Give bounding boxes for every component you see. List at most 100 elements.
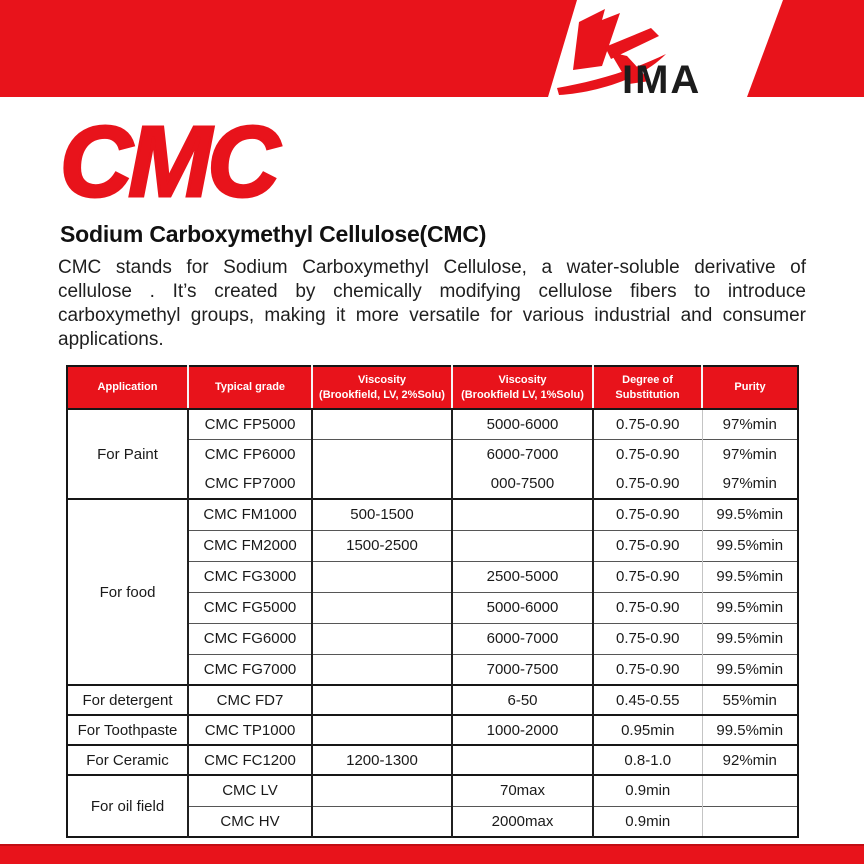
- cell-grade: CMC FP5000: [187, 408, 312, 439]
- cell-viscosity-1pct: 000-7500: [451, 469, 593, 499]
- column-header-purity: Purity: [701, 366, 798, 410]
- cell-grade: CMC LV: [187, 774, 312, 806]
- table-row: CMC FP6000 6000-7000 0.75-0.90 97%min: [67, 438, 798, 469]
- table-row: CMC FG3000 2500-5000 0.75-0.90 99.5%min: [67, 560, 798, 592]
- table-row: CMC FG5000 5000-6000 0.75-0.90 99.5%min: [67, 591, 798, 623]
- cell-degree-of-substitution: 0.75-0.90: [592, 498, 702, 530]
- table-row: For Toothpaste CMC TP1000 1000-2000 0.95…: [67, 714, 798, 745]
- footer-bar: [0, 844, 864, 864]
- cell-viscosity-2pct: [311, 591, 452, 623]
- cell-grade: CMC FM1000: [187, 498, 312, 530]
- cell-grade: CMC FC1200: [187, 744, 312, 775]
- cell-viscosity-1pct: 6-50: [451, 684, 593, 715]
- header-band: IMA: [0, 0, 864, 97]
- cell-degree-of-substitution: 0.75-0.90: [592, 560, 702, 592]
- spec-table-header: Application Typical grade Viscosity (Bro…: [67, 366, 798, 410]
- cell-grade: CMC FP7000: [187, 469, 312, 499]
- cell-viscosity-2pct: [311, 653, 452, 685]
- cell-degree-of-substitution: 0.75-0.90: [592, 591, 702, 623]
- cell-application: For oil field: [67, 774, 188, 837]
- column-header-application: Application: [67, 366, 188, 410]
- table-row: For detergent CMC FD7 6-50 0.45-0.55 55%…: [67, 684, 798, 715]
- cell-purity: 97%min: [701, 469, 798, 499]
- cell-purity: [701, 774, 798, 806]
- column-header-typical-grade: Typical grade: [187, 366, 312, 410]
- brand-wordmark: IMA: [622, 58, 701, 97]
- cell-degree-of-substitution: 0.9min: [592, 805, 702, 837]
- cell-purity: 99.5%min: [701, 591, 798, 623]
- cell-viscosity-2pct: 1200-1300: [311, 744, 452, 775]
- header-band-left-shape: [0, 0, 577, 97]
- table-row: CMC FM2000 1500-2500 0.75-0.90 99.5%min: [67, 529, 798, 561]
- cell-purity: 97%min: [701, 408, 798, 439]
- cell-purity: 99.5%min: [701, 560, 798, 592]
- cell-grade: CMC FP6000: [187, 438, 312, 469]
- cell-viscosity-1pct: 5000-6000: [451, 591, 593, 623]
- cell-viscosity-2pct: [311, 469, 452, 499]
- cell-degree-of-substitution: 0.45-0.55: [592, 684, 702, 715]
- cell-purity: 99.5%min: [701, 529, 798, 561]
- cell-viscosity-1pct: 70max: [451, 774, 593, 806]
- table-row: For Paint CMC FP5000 5000-6000 0.75-0.90…: [67, 408, 798, 499]
- product-subtitle: Sodium Carboxymethyl Cellulose(CMC): [60, 221, 487, 247]
- cell-viscosity-1pct: 2500-5000: [451, 560, 593, 592]
- cell-degree-of-substitution: 0.75-0.90: [592, 408, 702, 439]
- cell-purity: [701, 805, 798, 837]
- cell-degree-of-substitution: 0.75-0.90: [592, 469, 702, 499]
- cell-viscosity-1pct: 6000-7000: [451, 622, 593, 654]
- cell-degree-of-substitution: 0.9min: [592, 774, 702, 806]
- cell-viscosity-2pct: 500-1500: [311, 498, 452, 530]
- cell-application: For detergent: [67, 684, 188, 715]
- cell-degree-of-substitution: 0.75-0.90: [592, 622, 702, 654]
- cell-degree-of-substitution: 0.75-0.90: [592, 529, 702, 561]
- table-row: For Ceramic CMC FC1200 1200-1300 0.8-1.0…: [67, 744, 798, 775]
- cell-degree-of-substitution: 0.8-1.0: [592, 744, 702, 775]
- table-row: For food CMC FM1000 500-1500 0.75-0.90 9…: [67, 498, 798, 685]
- cell-application: For Toothpaste: [67, 714, 188, 745]
- cell-grade: CMC FG6000: [187, 622, 312, 654]
- cell-viscosity-1pct: [451, 744, 593, 775]
- cell-viscosity-1pct: 2000max: [451, 805, 593, 837]
- table-row: For oil field CMC LV 70max 0.9min: [67, 774, 798, 837]
- cell-purity: 92%min: [701, 744, 798, 775]
- cell-viscosity-2pct: [311, 684, 452, 715]
- cell-purity: 97%min: [701, 438, 798, 469]
- cell-application: For Ceramic: [67, 744, 188, 775]
- cell-grade: CMC FG5000: [187, 591, 312, 623]
- cell-viscosity-2pct: [311, 438, 452, 469]
- kima-k-icon: [557, 9, 666, 95]
- header-band-right-shape: [747, 0, 864, 97]
- cell-viscosity-2pct: 1500-2500: [311, 529, 452, 561]
- cell-viscosity-1pct: 5000-6000: [451, 408, 593, 439]
- cell-viscosity-2pct: [311, 805, 452, 837]
- column-header-degree-of-substitution: Degree of Substitution: [592, 366, 702, 410]
- product-description: CMC stands for Sodium Carboxymethyl Cell…: [58, 257, 806, 350]
- cell-viscosity-1pct: 6000-7000: [451, 438, 593, 469]
- cell-application: For food: [67, 498, 188, 685]
- cell-viscosity-2pct: [311, 774, 452, 806]
- product-title: CMC: [59, 106, 282, 218]
- cell-viscosity-1pct: 7000-7500: [451, 653, 593, 685]
- cell-purity: 55%min: [701, 684, 798, 715]
- cell-purity: 99.5%min: [701, 653, 798, 685]
- spec-table-container: Application Typical grade Viscosity (Bro…: [66, 365, 799, 838]
- cell-degree-of-substitution: 0.75-0.90: [592, 438, 702, 469]
- table-row: CMC FG7000 7000-7500 0.75-0.90 99.5%min: [67, 653, 798, 685]
- column-header-viscosity-1pct: Viscosity (Brookfield LV, 1%Solu): [451, 366, 593, 410]
- cell-application: For Paint: [67, 408, 188, 499]
- cell-viscosity-2pct: [311, 714, 452, 745]
- brand-logo: IMA: [557, 9, 701, 97]
- cell-grade: CMC HV: [187, 805, 312, 837]
- cell-grade: CMC FG3000: [187, 560, 312, 592]
- cell-viscosity-2pct: [311, 408, 452, 439]
- cell-degree-of-substitution: 0.95min: [592, 714, 702, 745]
- table-row: CMC FP7000 000-7500 0.75-0.90 97%min: [67, 469, 798, 499]
- cell-degree-of-substitution: 0.75-0.90: [592, 653, 702, 685]
- cell-grade: CMC FG7000: [187, 653, 312, 685]
- cell-purity: 99.5%min: [701, 498, 798, 530]
- spec-table: Application Typical grade Viscosity (Bro…: [66, 365, 799, 838]
- cell-viscosity-2pct: [311, 622, 452, 654]
- cell-viscosity-1pct: [451, 498, 593, 530]
- cell-grade: CMC TP1000: [187, 714, 312, 745]
